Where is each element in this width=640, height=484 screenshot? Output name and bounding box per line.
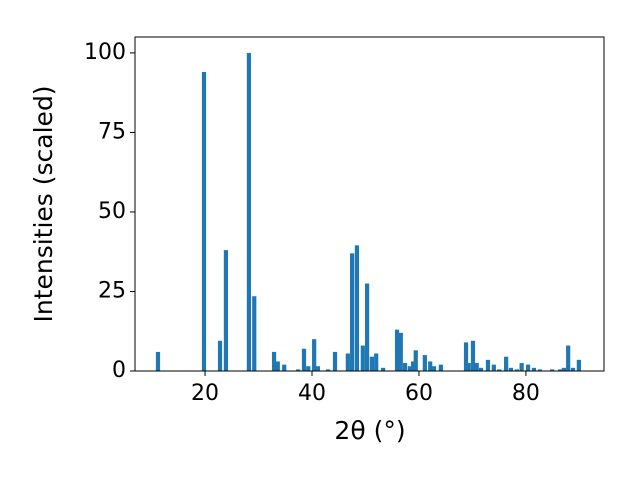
y-tick-label: 50 [98,199,126,224]
bar [550,369,555,371]
bar [407,366,412,371]
bar [497,369,502,371]
bar [431,366,437,371]
bar [315,366,320,371]
bar [463,342,469,371]
bar [252,296,257,371]
bar [466,363,471,371]
bar [360,345,365,371]
bar [402,363,408,371]
x-tick-label: 40 [298,381,326,406]
bar [474,363,479,371]
bar [491,364,496,371]
bar [350,253,355,371]
bar [531,367,537,371]
x-tick-label: 80 [512,381,540,406]
y-axis-label: Intensities (scaled) [29,85,58,322]
bar [282,364,287,371]
bar [332,351,338,371]
x-axis-label: 2θ (°) [334,416,405,445]
bar [570,367,576,371]
x-tick-label: 60 [405,381,433,406]
bar [296,369,301,371]
bar [394,329,400,371]
bar [519,363,524,371]
bar [217,340,223,371]
y-tick-label: 100 [84,40,126,65]
bar [325,369,331,371]
y-tick-label: 75 [98,119,126,144]
bar [275,361,280,371]
bar [537,369,542,371]
bar [306,366,311,371]
bar [410,361,416,371]
bar [271,351,277,371]
bar [398,332,403,371]
bar [201,71,207,371]
bar [525,364,531,371]
bar [312,339,317,371]
bar [364,283,370,371]
bar [558,369,563,371]
bar [354,245,360,371]
bar [301,348,307,371]
bar [485,359,491,371]
bar [369,356,375,371]
bar [428,361,433,371]
bar [246,52,252,372]
bar [566,345,571,371]
plot-frame [134,36,605,372]
bar [576,359,581,371]
y-tick-label: 25 [98,278,126,303]
bar [504,356,509,371]
bar [561,367,566,371]
bar [438,364,443,371]
bar [155,351,161,371]
bar [470,340,476,371]
bar [223,250,229,371]
bar [413,350,418,371]
bar [422,355,427,371]
bar [508,367,514,371]
bar [381,367,386,371]
x-tick-label: 20 [191,381,219,406]
bar [514,369,519,371]
bar [345,353,350,371]
y-tick-label: 0 [112,358,126,383]
bar [374,353,379,371]
bar [478,367,484,371]
